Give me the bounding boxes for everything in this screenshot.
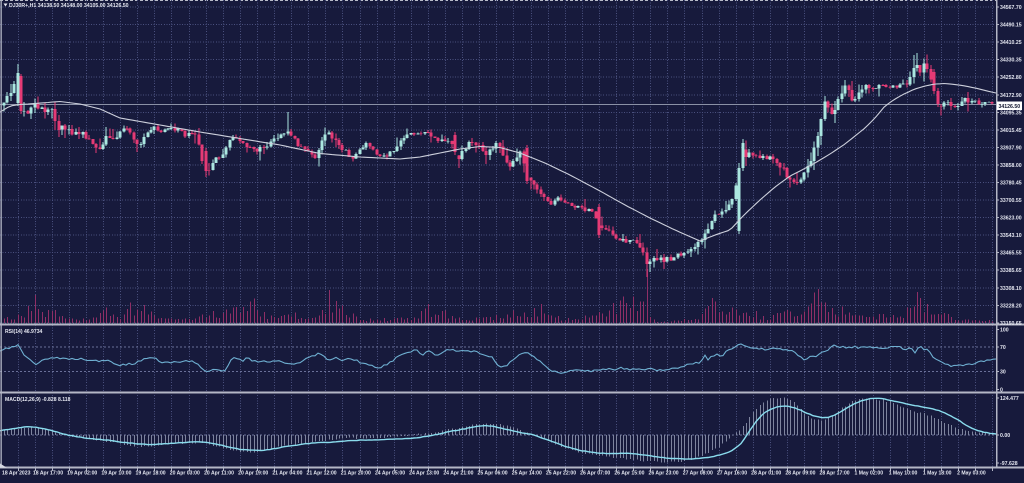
svg-text:21 Apr 12:00: 21 Apr 12:00 [307,471,337,477]
svg-text:24 Apr 05:00: 24 Apr 05:00 [375,471,405,477]
svg-text:0.00: 0.00 [1000,433,1010,439]
svg-text:25 Apr 06:00: 25 Apr 06:00 [478,471,508,477]
svg-text:34252.80: 34252.80 [1000,75,1022,81]
svg-text:19 Apr 02:00: 19 Apr 02:00 [67,471,97,477]
svg-text:20 Apr 03:00: 20 Apr 03:00 [170,471,200,477]
svg-text:33150.65: 33150.65 [1000,321,1022,327]
svg-text:70: 70 [1000,345,1006,351]
svg-text:19 Apr 10:00: 19 Apr 10:00 [101,471,131,477]
svg-text:25 Apr 14:00: 25 Apr 14:00 [512,471,542,477]
svg-text:33308.10: 33308.10 [1000,286,1022,292]
svg-text:21 Apr 04:00: 21 Apr 04:00 [272,471,302,477]
svg-text:26 Apr 07:00: 26 Apr 07:00 [580,471,610,477]
svg-text:34410.25: 34410.25 [1000,40,1022,46]
svg-text:30: 30 [1000,370,1006,376]
svg-text:26 Apr 15:00: 26 Apr 15:00 [614,471,644,477]
svg-text:33937.90: 33937.90 [1000,145,1022,151]
svg-text:33780.45: 33780.45 [1000,181,1022,187]
svg-text:33228.20: 33228.20 [1000,303,1022,309]
svg-text:26 Apr 23:00: 26 Apr 23:00 [649,471,679,477]
svg-text:25 Apr 22:00: 25 Apr 22:00 [546,471,576,477]
svg-text:21 Apr 20:00: 21 Apr 20:00 [341,471,371,477]
svg-text:33543.10: 33543.10 [1000,233,1022,239]
svg-text:-97.628: -97.628 [1000,461,1018,467]
svg-text:20 Apr 19:00: 20 Apr 19:00 [238,471,268,477]
svg-text:20 Apr 11:00: 20 Apr 11:00 [204,471,234,477]
svg-text:34095.35: 34095.35 [1000,110,1022,116]
svg-text:18 Apr 17:00: 18 Apr 17:00 [33,471,63,477]
svg-text:100: 100 [1000,328,1009,334]
svg-text:124.477: 124.477 [1000,396,1019,402]
svg-text:34126.50: 34126.50 [999,104,1021,110]
svg-text:34567.70: 34567.70 [1000,5,1022,11]
svg-text:27 Apr 16:00: 27 Apr 16:00 [717,471,747,477]
svg-text:19 Apr 18:00: 19 Apr 18:00 [136,471,166,477]
svg-text:1 May 18:00: 1 May 18:00 [923,471,952,477]
svg-text:18 Apr 2023: 18 Apr 2023 [2,471,31,477]
svg-text:33700.55: 33700.55 [1000,198,1022,204]
svg-text:2 May 03:00: 2 May 03:00 [957,471,986,477]
svg-text:33465.55: 33465.55 [1000,251,1022,257]
svg-text:MACD(12,26,9) -0.828 8.118: MACD(12,26,9) -0.828 8.118 [5,397,71,403]
svg-text:33858.00: 33858.00 [1000,163,1022,169]
svg-text:1 May 02:00: 1 May 02:00 [854,471,883,477]
svg-text:27 Apr 08:00: 27 Apr 08:00 [683,471,713,477]
svg-text:RSI(14) 46.9734: RSI(14) 46.9734 [5,329,43,335]
svg-text:34490.15: 34490.15 [1000,23,1022,29]
svg-text:34330.35: 34330.35 [1000,58,1022,64]
svg-text:28 Apr 01:00: 28 Apr 01:00 [751,471,781,477]
svg-text:1 May 10:00: 1 May 10:00 [889,471,918,477]
svg-text:24 Apr 21:00: 24 Apr 21:00 [443,471,473,477]
svg-text:24 Apr 13:00: 24 Apr 13:00 [409,471,439,477]
svg-text:DJ30R+,H1 34138.50 34148.00 3: DJ30R+,H1 34138.50 34148.00 34105.00 341… [9,3,129,9]
svg-text:28 Apr 09:00: 28 Apr 09:00 [785,471,815,477]
svg-text:33385.65: 33385.65 [1000,268,1022,274]
svg-text:34172.90: 34172.90 [1000,93,1022,99]
svg-text:28 Apr 17:00: 28 Apr 17:00 [820,471,850,477]
svg-text:0: 0 [1000,388,1003,394]
svg-text:34015.45: 34015.45 [1000,128,1022,134]
svg-text:33623.00: 33623.00 [1000,216,1022,222]
